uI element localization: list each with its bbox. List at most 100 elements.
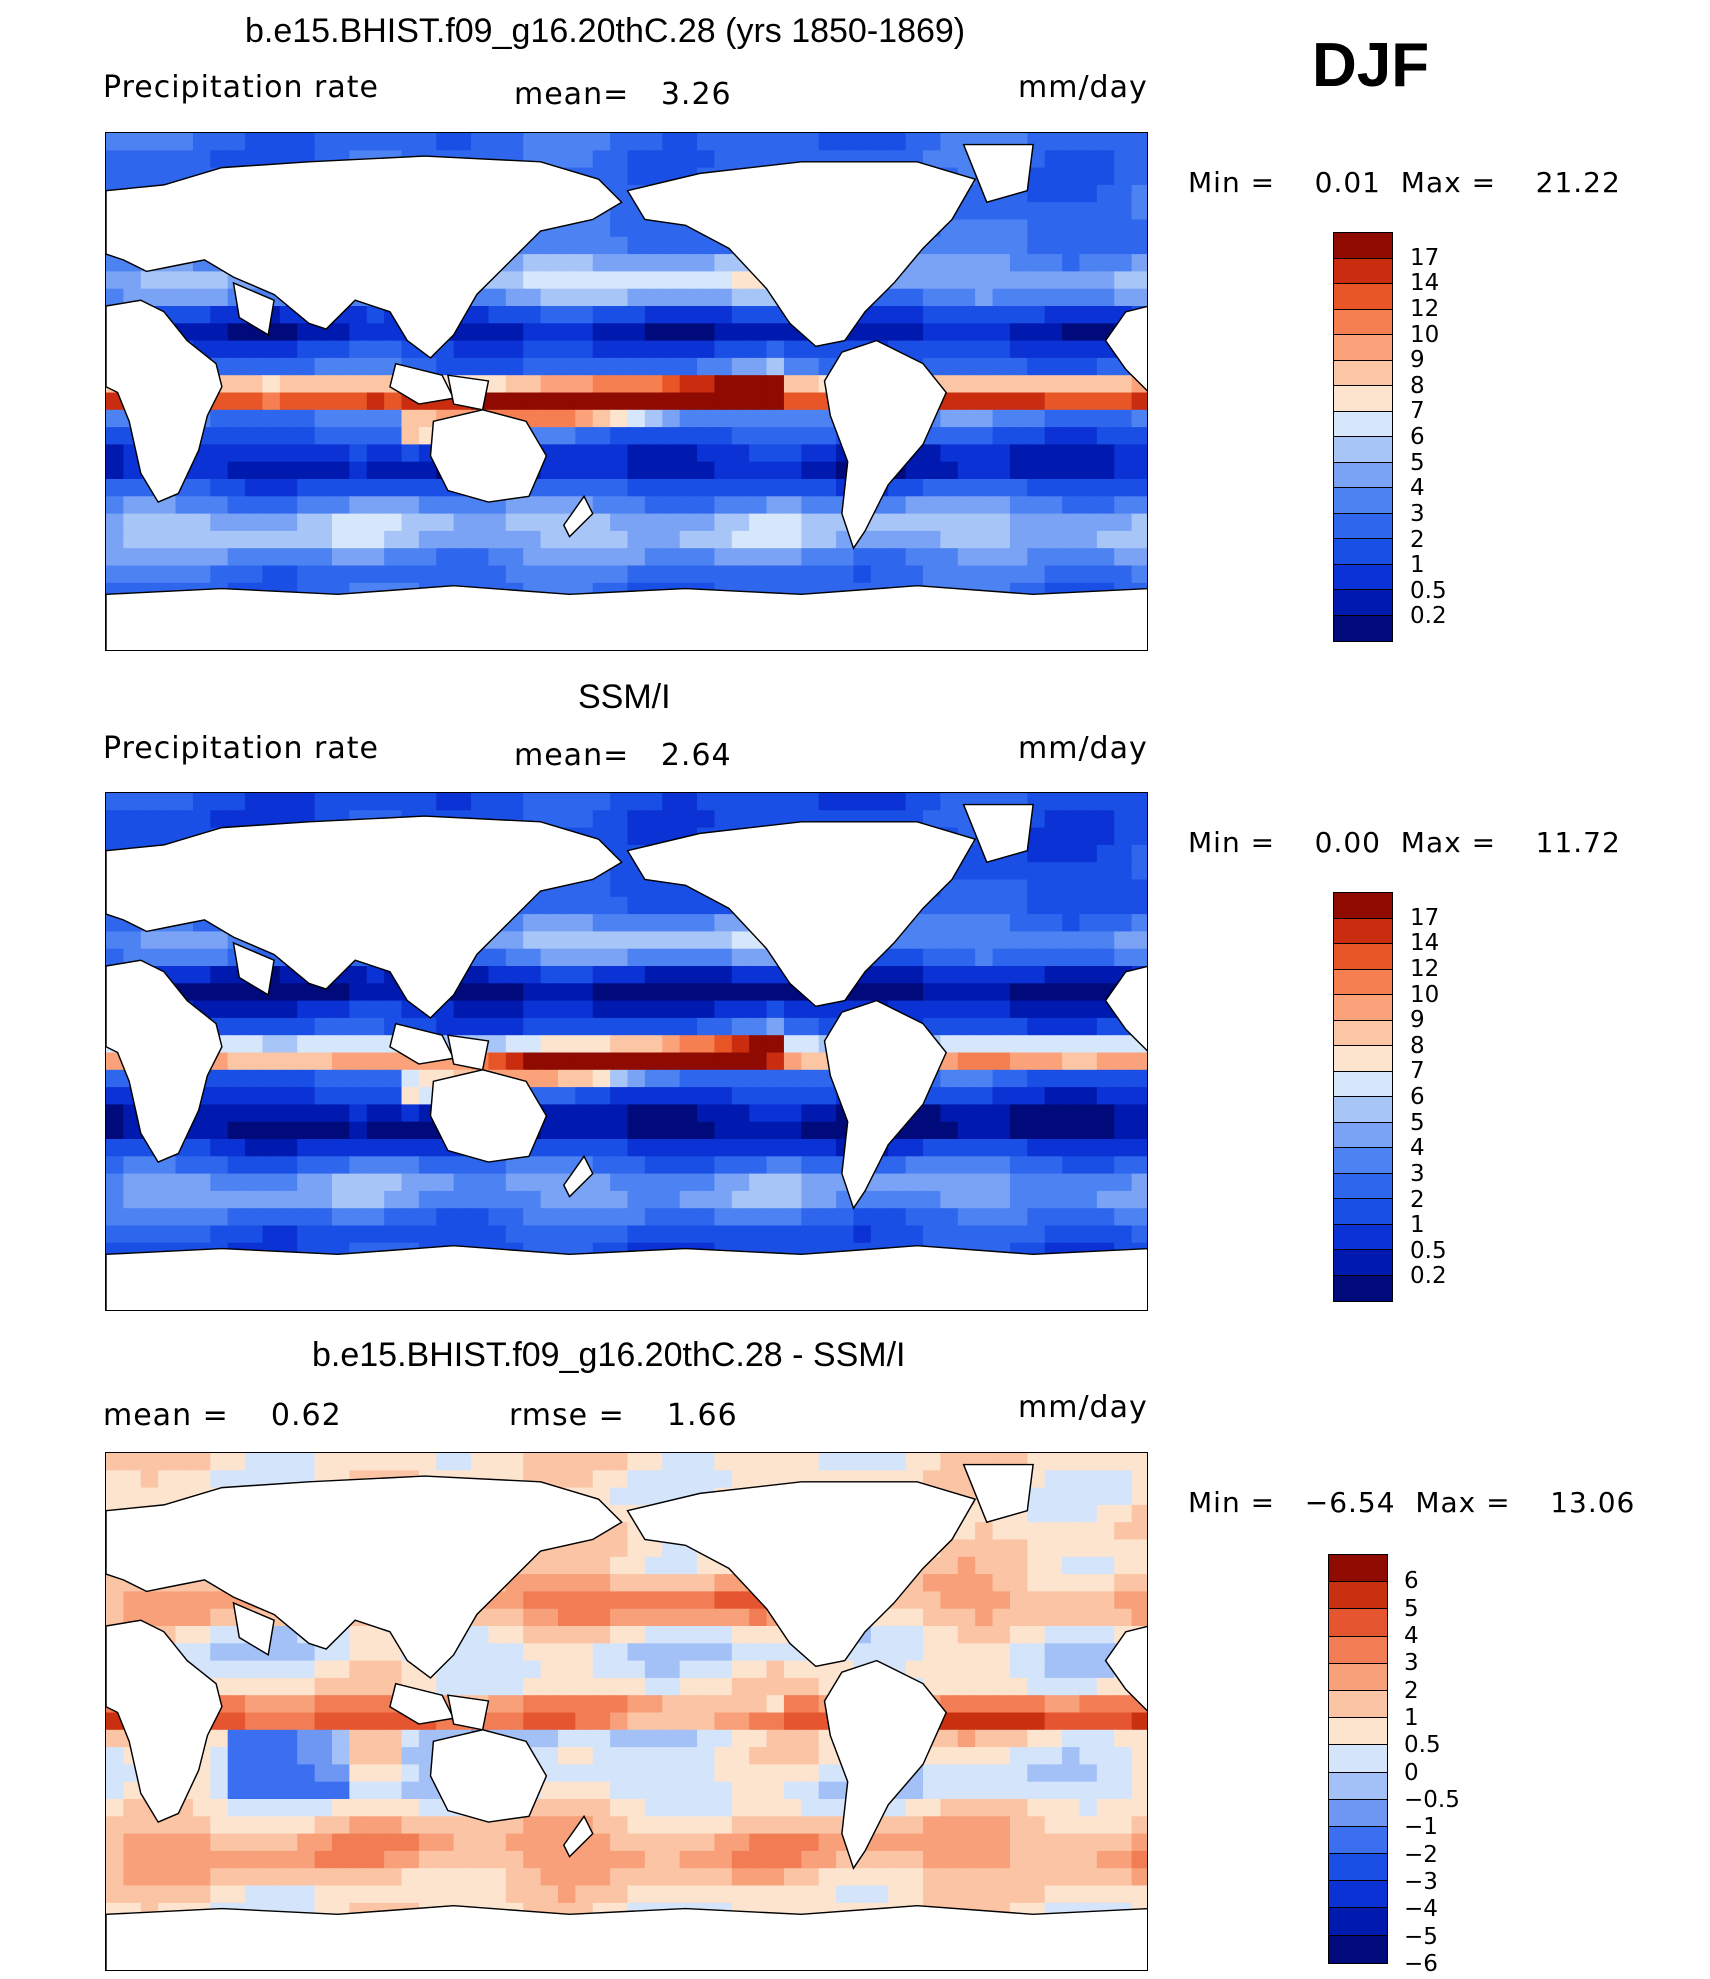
colorbar-tick-label: 7 <box>1410 1058 1425 1085</box>
colorbar-swatch <box>1329 1636 1387 1664</box>
colorbar-tick-label: 0.2 <box>1410 1263 1447 1290</box>
colorbar-swatch <box>1329 1718 1387 1746</box>
colorbar-tick-label: 5 <box>1410 449 1425 476</box>
colorbar-tick-label: −3 <box>1404 1869 1438 1895</box>
colorbar-swatch <box>1334 1071 1392 1097</box>
colorbar-tick-label: 2 <box>1410 526 1425 553</box>
colorbar-tick-label: 2 <box>1404 1677 1419 1704</box>
colorbar-swatch <box>1334 437 1392 463</box>
colorbar-tick-label: 3 <box>1410 1160 1425 1187</box>
panel-3-colorbar-labels: 6 5 4 3 2 1 0.5 0 −0.5 −1 −2 −3 −4 −5 −6 <box>1404 1554 1524 1977</box>
colorbar-tick-label: 9 <box>1410 1007 1425 1034</box>
colorbar-tick-label: 1 <box>1410 552 1425 579</box>
colorbar-tick-label: 14 <box>1410 930 1440 957</box>
panel-1-field <box>106 133 1147 650</box>
colorbar-swatch <box>1334 1020 1392 1046</box>
colorbar-tick-label: 4 <box>1410 475 1425 502</box>
colorbar-swatch <box>1334 1097 1392 1123</box>
colorbar-swatch <box>1334 1148 1392 1174</box>
panel-3-rmse: rmse = 1.66 <box>509 1398 738 1433</box>
colorbar-swatch <box>1334 335 1392 361</box>
colorbar-tick-label: 6 <box>1410 424 1425 450</box>
colorbar-tick-label: 17 <box>1410 904 1440 931</box>
colorbar-swatch <box>1329 1609 1387 1637</box>
colorbar-tick-label: −4 <box>1404 1896 1438 1923</box>
colorbar-swatch <box>1334 1250 1392 1276</box>
colorbar-swatch <box>1334 233 1392 259</box>
colorbar-tick-label: 0.5 <box>1410 1237 1447 1264</box>
panel-1-colorbar-labels: 17 14 12 10 9 8 7 6 5 4 3 2 1 0.5 0.2 <box>1410 232 1530 642</box>
panel-1-colorbar <box>1333 232 1393 642</box>
colorbar-swatch <box>1334 918 1392 944</box>
continents <box>106 143 1147 650</box>
colorbar-tick-label: 4 <box>1410 1135 1425 1162</box>
panel-2-units: mm/day <box>1018 731 1148 766</box>
colorbar-swatch <box>1334 564 1392 590</box>
continents <box>106 1463 1147 1970</box>
panel-1-map <box>105 132 1148 651</box>
panel-3-minmax: Min = −6.54 Max = 13.06 <box>1188 1486 1636 1519</box>
colorbar-tick-label: −0.5 <box>1404 1787 1460 1813</box>
colorbar-tick-label: 8 <box>1410 1032 1425 1059</box>
colorbar-tick-label: 5 <box>1410 1109 1425 1136</box>
panel-2-minmax: Min = 0.00 Max = 11.72 <box>1188 826 1621 859</box>
colorbar-swatch <box>1334 1275 1392 1301</box>
colorbar-tick-label: 4 <box>1404 1623 1419 1649</box>
colorbar-tick-label: 0.2 <box>1410 603 1447 630</box>
colorbar-swatch <box>1334 284 1392 310</box>
colorbar-tick-label: 3 <box>1410 500 1425 527</box>
colorbar-tick-label: −2 <box>1404 1841 1438 1868</box>
colorbar-tick-label: 12 <box>1410 955 1440 982</box>
panel-2-mean: mean= 2.64 <box>514 738 732 773</box>
colorbar-tick-label: −5 <box>1404 1923 1438 1950</box>
colorbar-swatch <box>1329 1582 1387 1610</box>
panel-2-map <box>105 792 1148 1311</box>
colorbar-swatch <box>1334 995 1392 1021</box>
panel-1-minmax: Min = 0.01 Max = 21.22 <box>1188 166 1621 199</box>
colorbar-swatch <box>1334 1199 1392 1225</box>
colorbar-swatch <box>1334 1173 1392 1199</box>
colorbar-tick-label: 1 <box>1410 1212 1425 1239</box>
colorbar-tick-label: 10 <box>1410 321 1440 348</box>
colorbar-swatch <box>1329 1935 1387 1963</box>
colorbar-tick-label: 10 <box>1410 981 1440 1008</box>
colorbar-tick-label: 7 <box>1410 398 1425 425</box>
colorbar-tick-label: 6 <box>1410 1084 1425 1110</box>
panel-1-variable: Precipitation rate <box>103 70 379 105</box>
colorbar-swatch <box>1334 360 1392 386</box>
panel-3-units: mm/day <box>1018 1390 1148 1425</box>
colorbar-tick-label: 3 <box>1404 1650 1419 1677</box>
colorbar-swatch <box>1334 386 1392 412</box>
colorbar-tick-label: 9 <box>1410 347 1425 374</box>
colorbar-tick-label: 14 <box>1410 270 1440 297</box>
colorbar-swatch <box>1329 1690 1387 1719</box>
colorbar-swatch <box>1334 893 1392 919</box>
panel-2-variable: Precipitation rate <box>103 731 379 766</box>
colorbar-tick-label: 0.5 <box>1410 577 1447 604</box>
panel-2-colorbar <box>1333 892 1393 1302</box>
colorbar-swatch <box>1334 590 1392 616</box>
colorbar-swatch <box>1334 488 1392 514</box>
panel-3-colorbar <box>1328 1554 1388 1964</box>
panel-2-colorbar-labels: 17 14 12 10 9 8 7 6 5 4 3 2 1 0.5 0.2 <box>1410 892 1530 1302</box>
colorbar-swatch <box>1334 539 1392 565</box>
panel-1-units: mm/day <box>1018 70 1148 105</box>
colorbar-swatch <box>1334 615 1392 641</box>
colorbar-swatch <box>1329 1772 1387 1800</box>
colorbar-swatch <box>1329 1826 1387 1855</box>
colorbar-swatch <box>1334 944 1392 970</box>
panel-3-mean: mean = 0.62 <box>103 1398 342 1433</box>
colorbar-swatch <box>1329 1745 1387 1773</box>
colorbar-swatch <box>1329 1663 1387 1691</box>
colorbar-swatch <box>1334 258 1392 284</box>
colorbar-swatch <box>1334 462 1392 488</box>
colorbar-tick-label: 1 <box>1404 1705 1419 1731</box>
colorbar-tick-label: −6 <box>1404 1951 1438 1977</box>
colorbar-swatch <box>1329 1799 1387 1827</box>
colorbar-swatch <box>1329 1881 1387 1909</box>
colorbar-tick-label: 6 <box>1404 1568 1419 1595</box>
panel-3-field <box>106 1453 1147 1970</box>
continents <box>106 803 1147 1310</box>
colorbar-tick-label: −1 <box>1404 1814 1438 1841</box>
panel-2-field <box>106 793 1147 1310</box>
